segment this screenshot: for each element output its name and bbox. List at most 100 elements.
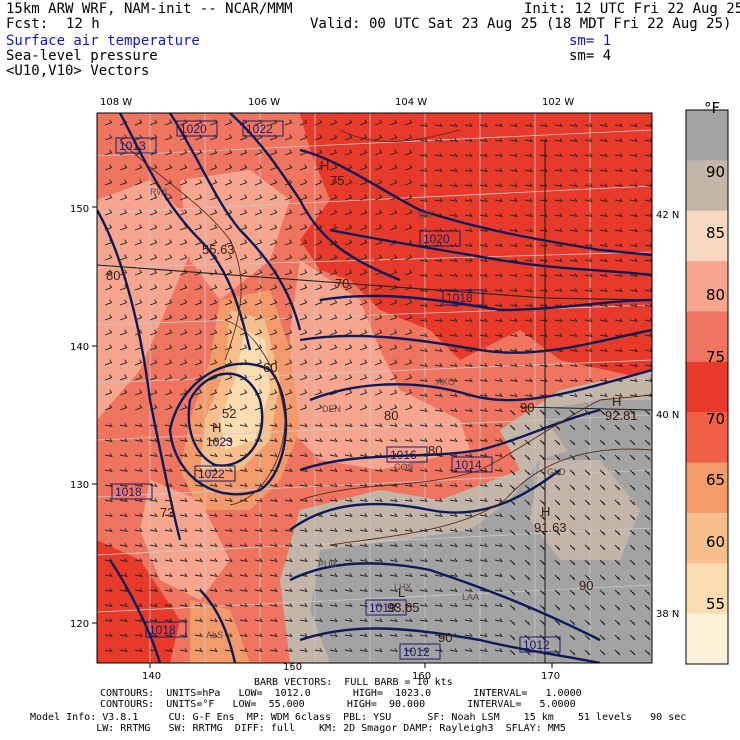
- wind-barb: [299, 179, 308, 186]
- colorbar-segment: [686, 412, 728, 464]
- wind-barb: [599, 604, 606, 611]
- valid-time: Valid: 00 UTC Sat 23 Aug 25 (18 MDT Fri …: [310, 16, 732, 32]
- wind-barb: [254, 149, 263, 156]
- wind-barb: [194, 164, 203, 171]
- wind-barb: [224, 344, 233, 351]
- wind-barb: [434, 543, 443, 548]
- wind-barb: [599, 529, 606, 536]
- wind-barb: [209, 224, 218, 231]
- wind-barb: [404, 543, 413, 548]
- wind-barb: [209, 374, 218, 381]
- wind-barb: [179, 543, 188, 548]
- wind-barb: [569, 484, 576, 491]
- wind-barb: [344, 194, 353, 201]
- temp-value: 90: [579, 578, 593, 593]
- temp-value: 90: [520, 400, 534, 415]
- wind-barb: [509, 559, 516, 566]
- wind-barb: [179, 224, 188, 231]
- wind-barb: [524, 303, 533, 308]
- wind-barb: [269, 179, 278, 186]
- wind-barb: [554, 469, 561, 476]
- wind-barb: [314, 344, 323, 351]
- wind-barb: [479, 153, 488, 158]
- temperature-fill: [97, 113, 652, 663]
- wind-barb: [404, 254, 413, 261]
- wind-barb: [299, 558, 308, 563]
- station-label: GLD: [547, 467, 566, 477]
- wind-barb: [524, 333, 533, 338]
- wind-barb: [329, 438, 338, 443]
- wind-barb: [374, 344, 383, 351]
- wind-barb: [509, 258, 518, 263]
- wind-barb: [104, 618, 113, 623]
- wind-barb: [284, 483, 293, 488]
- wind-barb: [449, 333, 458, 338]
- wind-barb: [584, 574, 591, 581]
- wind-barb: [404, 209, 413, 216]
- wind-barb: [284, 239, 293, 246]
- wind-barb: [449, 408, 458, 413]
- wind-barb: [329, 314, 338, 321]
- wind-barb: [149, 359, 158, 366]
- temp-value: 73: [160, 505, 174, 520]
- wind-barb: [164, 588, 173, 593]
- wind-barb: [104, 588, 113, 593]
- wind-barb: [149, 149, 158, 156]
- wind-barb: [314, 149, 323, 156]
- wind-barb: [374, 269, 383, 276]
- wind-barb: [239, 359, 248, 366]
- wind-barb: [509, 454, 516, 461]
- model-title: 15km ARW WRF, NAM-init -- NCAR/MMM: [6, 1, 293, 17]
- wind-barb: [389, 329, 398, 336]
- pressure-labels: 1020 1022 1013 1020 1018 1023 1022 1018 …: [115, 122, 550, 659]
- wind-barb: [209, 453, 218, 458]
- wind-barb: [284, 404, 293, 411]
- wind-barb: [104, 179, 113, 186]
- wind-barb: [554, 288, 563, 293]
- wind-barb: [104, 164, 113, 171]
- wind-barb: [419, 198, 428, 203]
- wind-barb: [329, 329, 338, 336]
- wind-barb: [344, 633, 353, 638]
- wind-barb: [434, 423, 443, 428]
- wind-barb: [434, 198, 443, 203]
- wind-barb: [269, 314, 278, 321]
- wind-barb: [479, 513, 488, 518]
- wind-barb: [134, 543, 143, 548]
- wind-barb: [554, 273, 563, 278]
- wind-barb: [464, 483, 473, 488]
- wind-barb: [284, 603, 293, 608]
- wind-barb: [464, 333, 473, 338]
- wind-barb: [164, 239, 173, 246]
- wind-barb: [194, 498, 203, 503]
- wind-barb: [629, 439, 636, 446]
- wind-barb: [284, 359, 293, 366]
- wind-barb: [344, 164, 353, 171]
- wind-barb: [359, 179, 368, 186]
- wind-barb: [134, 438, 143, 443]
- wind-barb: [584, 288, 593, 293]
- wind-barb: [554, 123, 563, 128]
- wind-barb: [209, 254, 218, 261]
- wind-barb: [344, 603, 353, 608]
- wind-barb: [524, 228, 533, 233]
- wind-barb: [164, 558, 173, 563]
- isobar-label: 1020: [180, 122, 207, 136]
- wind-barb: [329, 513, 338, 518]
- wind-barb: [434, 498, 443, 503]
- wind-barb: [104, 329, 113, 336]
- wind-barb: [524, 393, 533, 398]
- wind-barb: [644, 499, 651, 506]
- wind-barb: [194, 269, 203, 276]
- isobars: [97, 113, 652, 663]
- wind-barb: [119, 603, 128, 608]
- wind-barb: [344, 284, 353, 291]
- wind-barb: [149, 558, 158, 563]
- wind-barb: [479, 363, 488, 368]
- wind-barb: [539, 589, 546, 596]
- wind-barb: [224, 299, 233, 306]
- colorbar: [686, 110, 728, 665]
- wind-barb: [614, 634, 621, 641]
- wind-barb: [494, 123, 503, 128]
- wind-barb: [119, 179, 128, 186]
